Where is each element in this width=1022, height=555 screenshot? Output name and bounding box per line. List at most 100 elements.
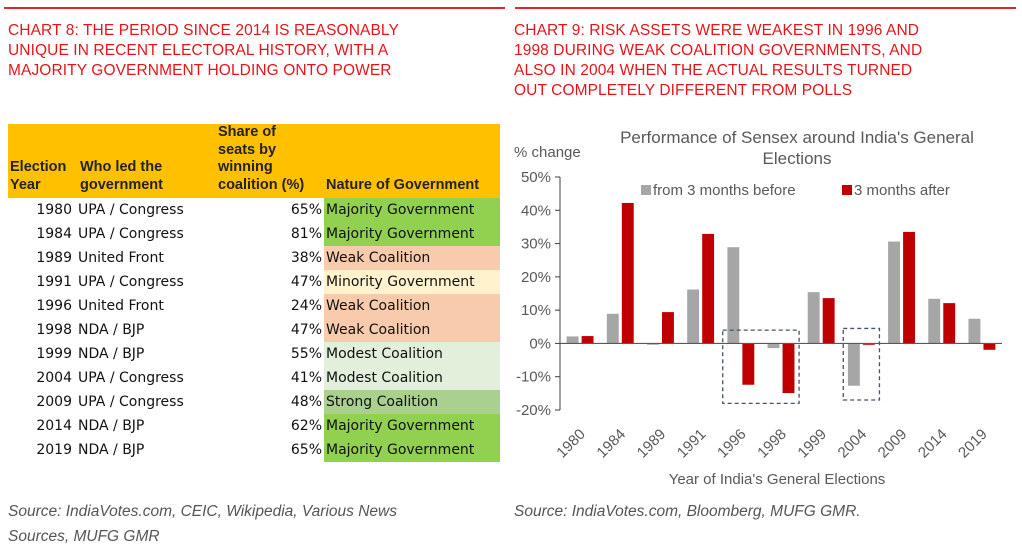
cell-year: 1999	[36, 346, 72, 362]
cell-who-led: UPA / Congress	[78, 274, 184, 290]
cell-who-led: UPA / Congress	[78, 370, 184, 386]
x-tick-label: 1999	[794, 426, 830, 462]
chart-title: Performance of Sensex around India's Gen…	[620, 128, 974, 168]
cell-year: 1996	[36, 298, 72, 314]
legend-label-before: from 3 months before	[653, 182, 796, 199]
cell-nature: Weak Coalition	[324, 294, 500, 318]
y-tick-label: 20%	[521, 269, 551, 286]
x-tick-label: 1980	[553, 426, 589, 462]
cell-who-led: United Front	[78, 250, 164, 266]
header-election-year: Election Year	[8, 124, 78, 198]
bar-after-1989	[661, 311, 675, 344]
table-row: 1984 UPA / Congress 81% Majority Government	[8, 222, 500, 246]
x-axis: 1980 1984 1989 1991 1996 1998 1999 2004 2009 2014…	[553, 342, 1002, 462]
y-tick-label: 0%	[529, 335, 551, 352]
chart9-title-line: OUT COMPLETELY DIFFERENT FROM POLLS	[514, 82, 853, 99]
cell-year: 1998	[36, 322, 72, 338]
chart8-title: CHART 8: THE PERIOD SINCE 2014 IS REASON…	[8, 21, 399, 81]
cell-share: 65%	[290, 202, 322, 218]
table-row: 2009 UPA / Congress 48% Strong Coalition	[8, 390, 500, 414]
bar-before-1998	[766, 343, 781, 349]
source-line: Source: IndiaVotes.com, CEIC, Wikipedia,…	[8, 503, 397, 520]
header-text: coalition (%)	[218, 176, 305, 193]
chart9-title-line: 1998 DURING WEAK COALITION GOVERNMENTS, …	[514, 42, 923, 59]
chart9-title: CHART 9: RISK ASSETS WERE WEAKEST IN 199…	[514, 21, 922, 101]
y-tick-label: 40%	[521, 202, 551, 219]
cell-share: 55%	[290, 346, 322, 362]
cell-share: 41%	[290, 370, 322, 386]
header-text: Election	[10, 159, 67, 175]
sensex-bar-chart: Performance of Sensex around India's Gen…	[514, 128, 1002, 488]
cell-nature: Majority Government	[324, 438, 500, 462]
bar-before-1991	[686, 288, 700, 344]
bar-before-2014	[927, 298, 941, 344]
cell-nature: Majority Government	[324, 222, 500, 246]
bar-before-1984	[606, 313, 620, 344]
cell-share: 62%	[290, 418, 322, 434]
table-row: 1999 NDA / BJP 55% Modest Coalition	[8, 342, 500, 366]
chart8-title-line: MAJORITY GOVERNMENT HOLDING ONTO POWER	[8, 62, 392, 79]
cell-share: 38%	[290, 250, 322, 266]
cell-year: 1980	[36, 202, 72, 218]
table-row: 1996 United Front 24% Weak Coalition	[8, 294, 500, 318]
x-tick-label: 1989	[634, 426, 670, 462]
header-text: seats by	[218, 141, 277, 158]
bar-before-2004	[847, 343, 861, 387]
cell-year: 1991	[36, 274, 72, 290]
header-text: Who led the	[80, 159, 163, 175]
bar-after-1991	[701, 233, 715, 344]
chart8-title-line: CHART 8: THE PERIOD SINCE 2014 IS REASON…	[8, 22, 399, 39]
chart9-title-line: ALSO IN 2004 WHEN THE ACTUAL RESULTS TUR…	[514, 62, 913, 79]
bar-before-1996	[726, 246, 740, 344]
cell-who-led: UPA / Congress	[78, 202, 184, 218]
table-row: 2014 NDA / BJP 62% Majority Government	[8, 414, 500, 438]
bar-after-1999	[822, 297, 836, 344]
table-header-row: Election Year Who led the government Sha…	[8, 124, 500, 198]
table-row: 2004 UPA / Congress 41% Modest Coalition	[8, 366, 500, 390]
cell-who-led: NDA / BJP	[78, 346, 145, 362]
cell-nature: Strong Coalition	[324, 390, 500, 414]
cell-share: 47%	[290, 274, 322, 290]
bar-after-1980	[581, 335, 595, 344]
cell-year: 2004	[36, 370, 72, 386]
cell-nature: Majority Government	[324, 198, 500, 222]
bar-after-1996	[741, 343, 755, 386]
y-tick-label: 50%	[521, 169, 551, 186]
cell-nature: Modest Coalition	[324, 366, 500, 390]
legend-swatch-after	[842, 185, 852, 195]
cell-year: 2009	[36, 394, 72, 410]
x-tick-label: 1998	[754, 426, 790, 462]
table-row: 1998 NDA / BJP 47% Weak Coalition	[8, 318, 500, 342]
header-text: Year	[10, 176, 41, 193]
cell-share: 81%	[290, 226, 322, 242]
bars	[566, 202, 996, 394]
cell-nature: Weak Coalition	[324, 246, 500, 270]
header-text: Nature of Government	[326, 176, 480, 193]
chart8-title-line: UNIQUE IN RECENT ELECTORAL HISTORY, WITH…	[8, 42, 389, 59]
header-nature: Nature of Government	[324, 124, 500, 198]
cell-share: 47%	[290, 322, 322, 338]
cell-who-led: NDA / BJP	[78, 322, 145, 338]
chart8-source: Source: IndiaVotes.com, CEIC, Wikipedia,…	[8, 499, 397, 549]
dashed-highlight-box	[842, 327, 881, 401]
cell-share: 48%	[290, 394, 322, 410]
bar-after-2014	[942, 302, 956, 344]
y-tick-label: -20%	[516, 402, 551, 419]
cell-who-led: NDA / BJP	[78, 442, 145, 458]
bar-before-1980	[566, 335, 580, 344]
cell-year: 1984	[36, 226, 72, 242]
table-row: 1991 UPA / Congress 47% Minority Government	[8, 270, 500, 294]
cell-share: 24%	[290, 298, 322, 314]
bar-after-2019	[982, 343, 996, 351]
x-tick-label: 2019	[955, 426, 991, 462]
cell-who-led: UPA / Congress	[78, 226, 184, 242]
x-tick-label: 1991	[674, 426, 710, 462]
cell-year: 2014	[36, 418, 72, 434]
x-tick-label: 1984	[593, 426, 629, 462]
cell-nature: Majority Government	[324, 414, 500, 438]
legend-label-after: 3 months after	[854, 182, 950, 199]
y-tick-label: 30%	[521, 236, 551, 253]
bar-after-1984	[621, 202, 635, 344]
cell-year: 1989	[36, 250, 72, 266]
y-axis: 50% 40% 30% 20% 10% 0% -10% -20%	[516, 169, 561, 419]
